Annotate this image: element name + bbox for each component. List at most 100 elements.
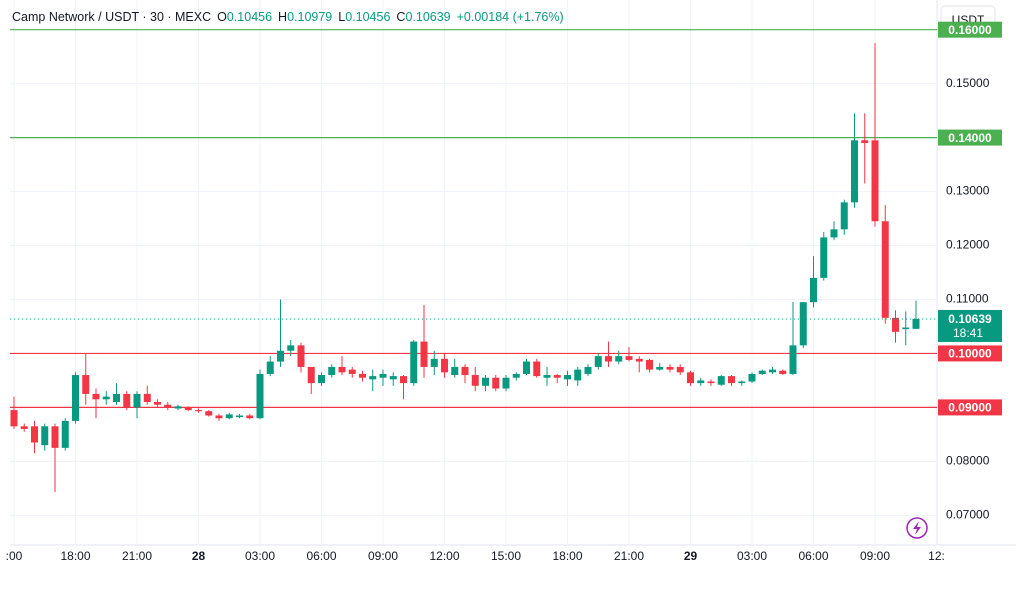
candle-body (164, 404, 172, 408)
y-tick-label: 0.13000 (946, 184, 990, 198)
candle-body (574, 369, 582, 381)
last-price-badge (938, 309, 1002, 342)
candle-body (102, 396, 110, 400)
candle-body (799, 302, 807, 346)
x-tick-label: 03:00 (245, 549, 275, 563)
candle-body (133, 393, 141, 408)
candle-body (697, 380, 705, 384)
candle-body (379, 373, 387, 378)
candle-body (666, 366, 674, 370)
candle-body (123, 393, 131, 408)
ohlc-value: 0.10979 (287, 10, 333, 24)
candle-body (861, 140, 869, 143)
candle-body (605, 356, 612, 362)
candle-body (656, 366, 664, 370)
ohlc-value: 0.10639 (405, 10, 451, 24)
level-label: 0.14000 (948, 131, 992, 145)
candle-body (441, 358, 448, 373)
ohlc-key: H (278, 10, 288, 24)
candle-body (758, 370, 766, 374)
candle-body (113, 393, 120, 403)
x-axis: :00 18:00 21:00 28 03:00 06:00 09:00 12:00 15:00… (6, 0, 945, 563)
candle-body (769, 369, 776, 373)
candle-body (307, 366, 315, 384)
candle-body (256, 373, 264, 419)
candle-body (41, 426, 49, 446)
candle-body (51, 426, 59, 448)
x-tick-label: 06:00 (306, 549, 336, 563)
candle-body (410, 341, 418, 384)
ohlc-value: 0.10456 (226, 10, 273, 24)
countdown-label: 18:41 (953, 326, 983, 340)
price-change: +0.00184 (+1.76%) (456, 10, 564, 24)
candle-body (420, 341, 428, 367)
level-label: 0.16000 (948, 23, 992, 37)
candle-body (389, 376, 397, 380)
candle-body (512, 373, 520, 378)
candle-body (615, 356, 623, 362)
candle-body (277, 350, 284, 362)
candle-body (625, 356, 633, 360)
y-tick-label: 0.08000 (946, 454, 990, 468)
candle-body (543, 375, 551, 378)
x-tick-label: 29 (684, 549, 698, 563)
candle-body (502, 377, 510, 389)
candle-body (646, 359, 653, 370)
candles (10, 43, 920, 493)
level-label: 0.10000 (948, 347, 992, 361)
x-tick-label: 12: (928, 549, 945, 563)
ohlc-key: L (338, 10, 346, 24)
candle-body (553, 375, 561, 378)
candle-body (20, 426, 28, 429)
candle-body (707, 381, 715, 384)
symbol-title: Camp Network / USDT · 30 · MEXC (12, 10, 212, 24)
candle-body (471, 375, 479, 386)
y-tick-label: 0.12000 (946, 238, 990, 252)
x-tick-label: 18:00 (60, 549, 90, 563)
candle-body (830, 229, 838, 238)
x-tick-label: 09:00 (368, 549, 398, 563)
ohlc-value: 0.10456 (345, 10, 391, 24)
candle-body (892, 317, 899, 332)
candle-body (635, 358, 643, 362)
candle-body (810, 277, 817, 303)
lightning-icon[interactable] (906, 517, 928, 539)
candle-body (92, 393, 100, 400)
candle-body (728, 376, 735, 384)
candle-body (912, 318, 920, 329)
candle-body (533, 361, 541, 377)
x-tick-label: 06:00 (798, 549, 828, 563)
level-badge (938, 399, 1002, 416)
level-badge (938, 21, 1002, 38)
candle-body (738, 381, 746, 384)
candle-body (789, 345, 797, 374)
candle-body (564, 375, 571, 380)
candle-body (748, 373, 756, 382)
y-tick-label: 0.11000 (946, 292, 989, 306)
x-tick-label: 28 (192, 549, 206, 563)
candle-body (328, 366, 336, 376)
candle-body (851, 140, 858, 203)
candle-body (881, 221, 889, 318)
candle-body (195, 410, 202, 412)
y-tick-label: 0.15000 (946, 76, 990, 90)
candle-body (236, 415, 243, 418)
x-tick-label: 12:00 (429, 549, 459, 563)
candle-body (246, 415, 254, 419)
candle-body (676, 366, 684, 373)
candle-body (717, 376, 725, 385)
candle-body (451, 366, 459, 376)
candle-body (215, 415, 223, 419)
level-badge (938, 129, 1002, 146)
candle-body (297, 345, 305, 367)
candle-body (400, 376, 407, 384)
icon-bolt[interactable] (913, 521, 921, 535)
candle-body (359, 373, 366, 378)
level-label: 0.09000 (948, 401, 992, 415)
y-tick-label: 0.07000 (946, 507, 990, 521)
candle-body (840, 202, 848, 230)
x-tick-label: 21:00 (122, 549, 152, 563)
x-tick-label: 18:00 (552, 549, 582, 563)
candle-body (174, 406, 182, 409)
